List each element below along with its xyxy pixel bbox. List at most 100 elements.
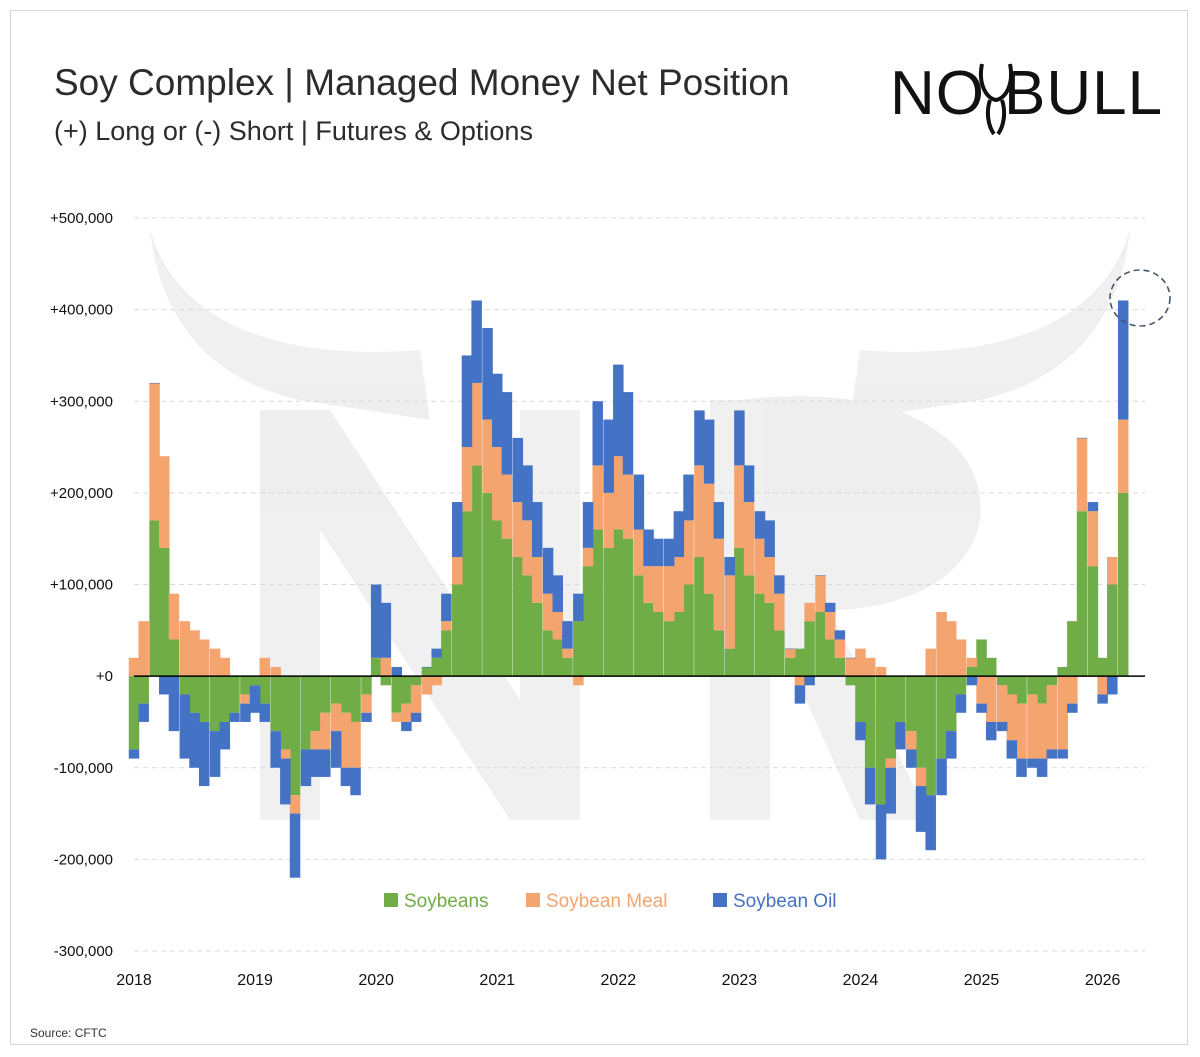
x-tick-label: 2020 — [358, 972, 394, 989]
y-tick-label: +500,000 — [50, 210, 113, 227]
soybean-oil-bar — [209, 731, 221, 777]
soybeans-bar — [703, 593, 715, 677]
soybeans-bar — [179, 676, 191, 695]
soybean-oil-bar — [542, 547, 554, 594]
soybeans-bar — [764, 602, 775, 677]
soybean-meal-bar — [380, 657, 392, 677]
soybean-meal-bar — [240, 694, 251, 704]
soybeans-bar — [936, 676, 947, 759]
soybean-meal-bar — [219, 657, 231, 677]
soybean-oil-bar — [855, 721, 866, 741]
soybean-meal-bar — [875, 666, 887, 677]
soybeans-bar — [622, 538, 634, 677]
soybeans-bar — [643, 602, 654, 677]
x-tick-label: 2023 — [722, 972, 758, 989]
soybeans-bar — [452, 584, 463, 677]
soybean-oil-bar — [401, 721, 412, 732]
soybeans-bar — [633, 575, 645, 677]
soybeans-bar — [431, 657, 442, 677]
soybean-meal-bar — [1027, 694, 1038, 759]
soybeans-bar — [1087, 566, 1099, 677]
soybean-meal-bar — [168, 593, 180, 640]
soybean-meal-bar — [703, 483, 715, 594]
soybeans-bar — [946, 676, 957, 732]
soybeans-bar — [875, 676, 887, 805]
soybeans-bar — [512, 557, 524, 677]
soybeans-bar — [219, 676, 231, 722]
soybeans-bar — [592, 529, 603, 677]
soybeans-bar — [734, 547, 745, 677]
brand-logo: NO BULL — [888, 54, 1162, 140]
soybean-oil-bar — [824, 602, 836, 612]
soybean-meal-bar — [834, 639, 846, 658]
soybean-meal-bar — [1046, 685, 1058, 750]
y-tick-label: +0 — [96, 668, 113, 685]
soybeans-bar — [774, 630, 785, 677]
soybean-meal-bar — [370, 657, 382, 659]
x-tick-label: 2025 — [964, 972, 1000, 989]
watermark-bull-icon — [150, 230, 1130, 820]
soybeans-bar — [834, 657, 846, 677]
soybeans-bar — [724, 648, 735, 677]
chart-subtitle: (+) Long or (-) Short | Futures & Option… — [54, 116, 533, 146]
soybean-meal-bar — [925, 648, 936, 677]
soybean-meal-bar — [179, 621, 191, 677]
soybean-meal-bar — [1076, 437, 1088, 512]
soybean-oil-bar — [754, 511, 766, 539]
soybean-oil-bar — [270, 731, 281, 768]
soybean-meal-bar — [410, 685, 422, 713]
soybean-oil-bar — [471, 300, 482, 383]
soybean-oil-bar — [289, 813, 301, 878]
soybean-oil-bar — [552, 575, 564, 612]
soybeans-bar — [663, 621, 675, 677]
soybean-oil-bar — [743, 465, 755, 503]
soybean-meal-bar — [1006, 694, 1018, 741]
soybean-meal-bar — [401, 703, 412, 722]
soybeans-bar — [198, 676, 210, 722]
soybean-oil-bar — [925, 795, 936, 851]
soybeans-bar — [603, 547, 614, 677]
soybean-oil-bar — [350, 767, 361, 796]
soybean-meal-bar — [482, 419, 493, 493]
soybean-oil-bar — [330, 731, 342, 768]
soybean-oil-bar — [431, 648, 442, 658]
soybean-oil-bar — [784, 648, 796, 650]
soybeans-bar — [713, 630, 725, 677]
soybeans-bar — [552, 639, 564, 677]
y-axis: +500,000 +400,000 +300,000 +200,000 +100,000… — [50, 210, 113, 960]
soybean-oil-bar — [1107, 676, 1118, 695]
soybeans-bar — [804, 621, 815, 677]
soybeans-bar — [784, 657, 796, 677]
soybean-meal-bar — [128, 657, 140, 677]
soybean-meal-bar — [391, 712, 402, 722]
bull-horns-icon — [979, 63, 1013, 136]
soybeans-bar — [350, 676, 361, 722]
soybeans-bar — [815, 611, 826, 677]
soybeans-bar — [501, 538, 513, 677]
soybean-meal-bar — [289, 795, 301, 814]
soybean-oil-bar — [149, 382, 160, 384]
soybeans-bar — [976, 639, 987, 677]
soybean-oil-bar — [592, 401, 603, 466]
soybean-oil-bar — [613, 364, 624, 457]
soybean-meal-bar — [774, 593, 785, 631]
soybean-oil-bar — [764, 520, 775, 558]
soybean-oil-bar — [1097, 694, 1108, 704]
soybeans-bar — [1097, 657, 1108, 677]
soybeans-bar — [1117, 492, 1129, 677]
soybean-meal-bar — [864, 657, 876, 677]
legend-label-soybeans: Soybeans — [404, 891, 489, 912]
soybean-oil-bar — [955, 694, 967, 713]
soybean-meal-bar — [491, 447, 503, 521]
soybean-oil-bar — [1046, 749, 1058, 759]
soybean-meal-bar — [734, 465, 745, 548]
soybean-oil-bar — [179, 694, 191, 759]
soybeans-bar — [1057, 666, 1068, 677]
soybean-meal-bar — [471, 382, 482, 466]
chart-frame — [10, 10, 1188, 1045]
soybean-oil-bar — [936, 758, 947, 796]
soybean-meal-bar — [885, 758, 896, 768]
logo-text-left: NO — [890, 59, 985, 128]
soybean-meal-bar — [613, 456, 624, 530]
